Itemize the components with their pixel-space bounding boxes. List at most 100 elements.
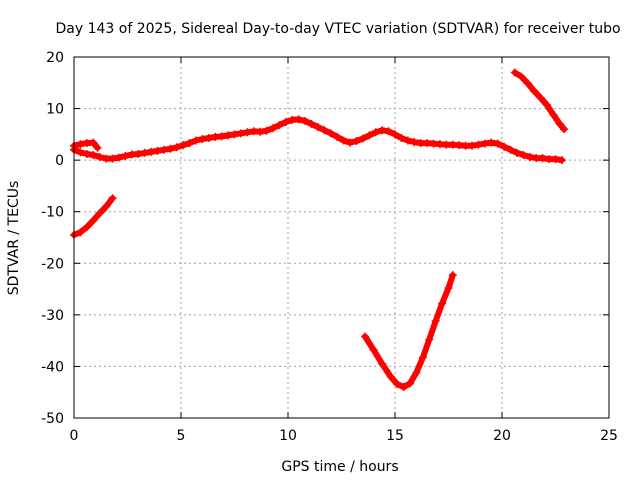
data-point [487,138,496,147]
data-point [172,143,181,152]
data-point [371,128,380,137]
data-point [551,155,560,164]
data-point [114,153,123,162]
data-point [204,133,213,142]
data-point [399,383,408,392]
y-tick-label: -40 [41,359,64,375]
data-point [538,154,547,163]
data-point [108,154,117,163]
data-point [320,126,329,135]
series-line-late-high-arc [511,69,568,133]
data-point [89,138,98,147]
data-point [224,131,233,140]
y-tick-label: 20 [46,50,64,66]
data-point [333,132,342,141]
data-point [217,132,226,141]
data-point [121,152,130,161]
data-point [393,379,402,388]
data-point [403,136,412,145]
grid [74,57,609,418]
x-tick-label: 5 [177,428,186,444]
data-point [185,139,194,148]
data-point [346,138,355,147]
data-point [166,144,175,153]
data-point [76,140,85,149]
data-point [378,359,387,368]
data-point [500,142,509,151]
data-point [405,379,414,388]
y-tick-label: 10 [46,102,64,118]
data-point [444,284,453,293]
data-point [397,133,406,142]
data-point [418,353,427,362]
data-point [281,117,290,126]
data-point [198,134,207,143]
axis-ticks: 0 5 10 15 20 25 -50 -40 -30 -20 -10 0 10 20 [41,50,618,444]
data-series [70,68,569,392]
data-point [410,138,419,147]
data-point [468,141,477,150]
data-point [560,125,569,134]
data-point [352,137,361,146]
data-point [474,140,483,149]
x-tick-label: 25 [600,428,618,444]
x-tick-label: 10 [279,428,297,444]
data-point [438,299,447,308]
data-point [89,216,98,225]
data-point [89,150,98,159]
x-tick-label: 0 [70,428,79,444]
x-tick-label: 20 [493,428,511,444]
y-tick-label: -30 [41,308,64,324]
data-point [369,345,378,354]
chart-title: Day 143 of 2025, Sidereal Day-to-day VTE… [55,21,620,37]
data-point [549,110,558,119]
data-point [517,72,526,81]
data-point [361,332,370,341]
data-point [140,148,149,157]
data-point [82,149,91,158]
data-point [519,150,528,159]
y-tick-label: -20 [41,256,64,272]
data-point [76,148,85,157]
data-point [294,115,303,124]
data-point [557,156,566,165]
data-point [179,141,188,150]
data-point [339,136,348,145]
data-point [313,123,322,132]
y-tick-label: 0 [55,153,64,169]
x-axis-title: GPS time / hours [281,459,398,475]
series-line-deep-dip-arc [362,272,456,391]
data-point [326,129,335,138]
data-point [384,127,393,136]
data-point [102,202,111,211]
data-point [512,148,521,157]
data-point [525,153,534,162]
data-point [391,130,399,139]
data-point [480,139,489,148]
data-point [147,147,156,156]
data-point [134,149,143,158]
data-point [93,143,102,152]
y-tick-label: -10 [41,205,64,221]
data-point [275,121,284,130]
data-point [425,335,434,344]
data-point [523,79,532,88]
data-point [256,127,265,136]
data-point [555,120,564,129]
data-point [448,271,457,280]
x-tick-label: 15 [386,428,404,444]
data-point [530,87,539,96]
data-point [365,131,374,140]
data-point [108,194,117,203]
data-point [412,368,421,377]
data-point [95,153,104,162]
data-point [262,126,271,135]
data-point [159,145,168,154]
y-tick-label: -50 [41,411,64,427]
data-point [301,116,310,125]
data-point [378,126,387,135]
data-point [510,68,519,77]
data-point [243,128,252,137]
data-point [542,100,551,109]
data-point [76,228,85,237]
